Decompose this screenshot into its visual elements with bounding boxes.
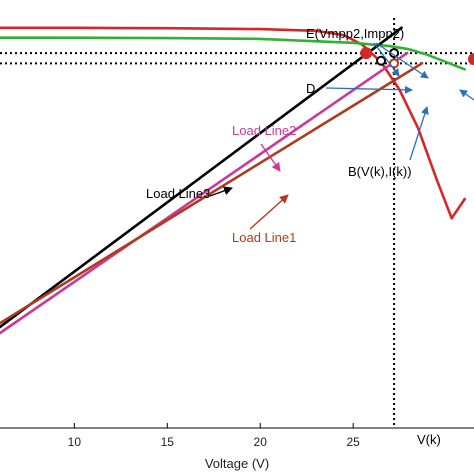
x-tick-label-1: 15 (161, 435, 175, 449)
label-d: D (306, 81, 315, 96)
series-load-line3 (0, 26, 403, 329)
label-vk: V(k) (417, 432, 441, 447)
x-ticks: 10 15 20 25 (68, 423, 360, 449)
label-loadline1: Load Line1 (232, 230, 296, 245)
arrow-e (373, 42, 400, 77)
series-load-line1 (0, 61, 424, 325)
arrow-d (325, 85, 413, 94)
operating-point-0 (360, 47, 373, 60)
arrow-loadline2 (260, 143, 281, 172)
arrow-loadline1 (249, 194, 289, 230)
label-loadline3: Load Line3 (146, 186, 210, 201)
arrow-e2 (375, 42, 429, 79)
operating-point-3 (376, 55, 387, 66)
x-tick-label-2: 20 (254, 435, 268, 449)
series-layer (0, 26, 467, 335)
arrow-loadline3 (209, 186, 233, 197)
x-tick-label-0: 10 (68, 435, 82, 449)
label-loadline2: Load Line2 (232, 123, 296, 138)
x-tick-label-3: 25 (346, 435, 360, 449)
series-curve-1 (0, 36, 467, 71)
operating-point-4 (468, 53, 474, 66)
arrow-b (409, 106, 429, 161)
series-load-line2 (0, 51, 409, 335)
arrow-right (459, 89, 474, 101)
label-e: E(Vmpp2,Impp2) (306, 26, 404, 41)
label-b: B(V(k),I(k)) (348, 164, 412, 179)
x-axis-label: Voltage (V) (205, 456, 269, 471)
reference-lines (0, 18, 474, 428)
